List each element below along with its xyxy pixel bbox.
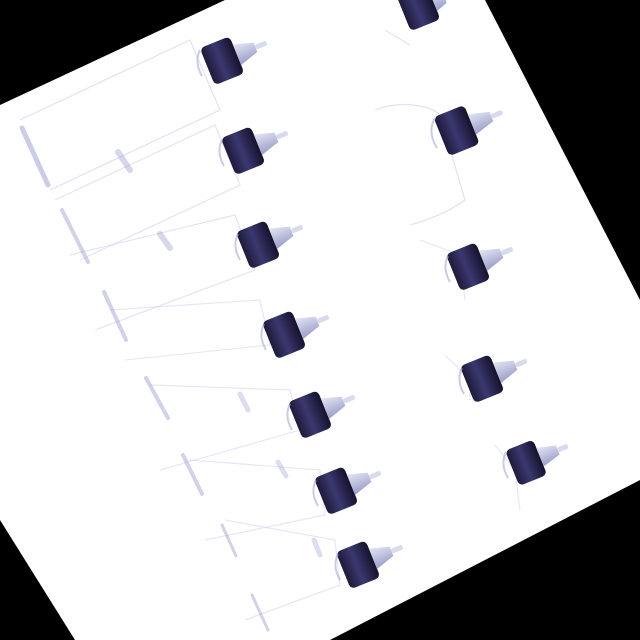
bottle-9-cap <box>434 106 503 155</box>
bottle-3-cap <box>237 221 303 268</box>
bottle-7-cap <box>337 541 403 588</box>
bottle-1-cap <box>201 37 267 84</box>
bottle-4-cap <box>263 311 329 358</box>
bottle-6-cap <box>315 467 381 514</box>
bottle-11-cap <box>461 355 527 402</box>
bottle-2-cap <box>222 127 288 174</box>
bottle-12-cap <box>506 441 569 485</box>
bottle-10-cap <box>447 243 513 290</box>
bottle-5-cap <box>289 391 355 438</box>
neck-collars <box>196 49 509 581</box>
bottle-8-cap <box>397 0 447 30</box>
glass-reflections <box>19 125 323 632</box>
